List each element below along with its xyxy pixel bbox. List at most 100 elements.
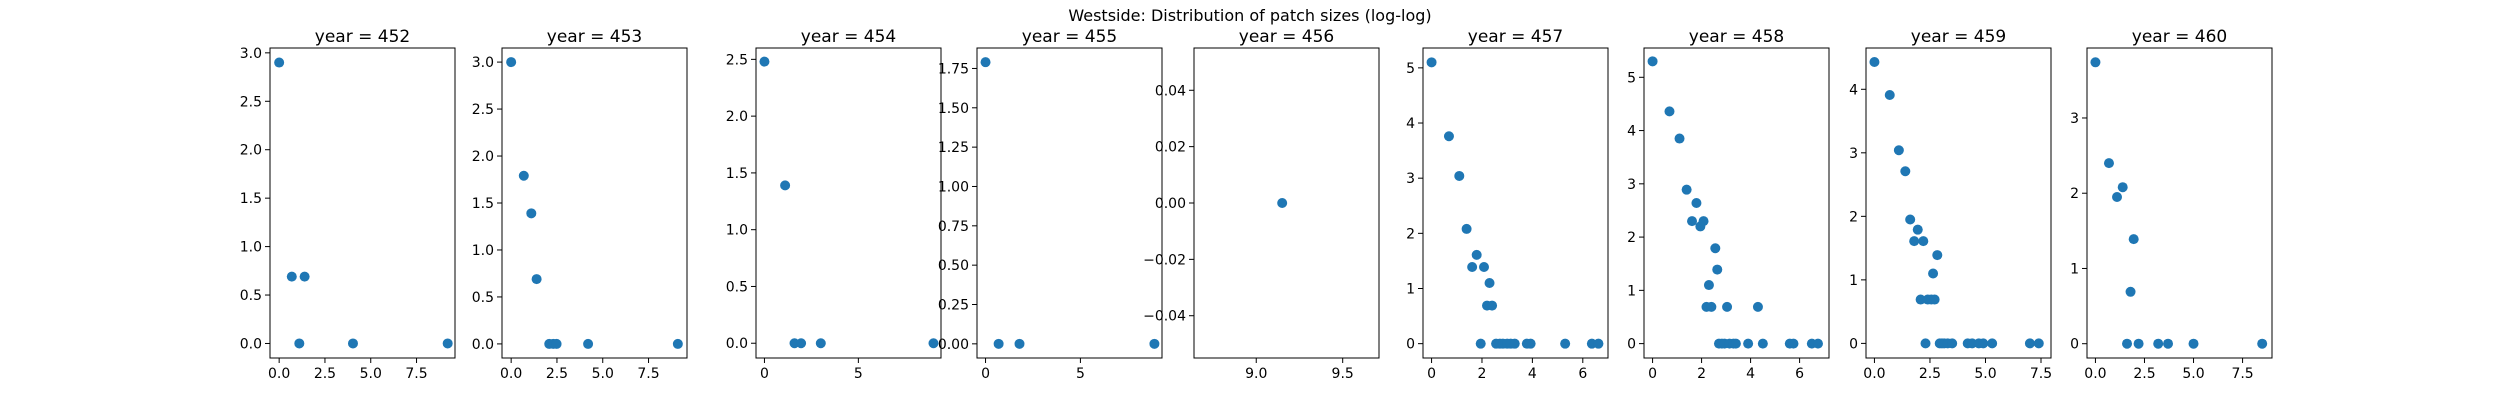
panel-title: year = 455 [1022, 27, 1117, 47]
scatter-point [2090, 57, 2101, 68]
scatter-point [286, 271, 297, 282]
x-tick-label: 0 [981, 366, 990, 382]
x-tick-label: 5.0 [592, 366, 614, 382]
y-tick-label: 2.5 [726, 52, 748, 68]
y-tick-label: 1.75 [938, 61, 969, 77]
y-tick-label: 3 [2070, 111, 2079, 127]
x-tick-label: 7.5 [637, 366, 659, 382]
y-tick-label: 0.0 [240, 336, 262, 352]
scatter-point [1703, 280, 1714, 291]
y-tick-label: 2.5 [240, 94, 262, 110]
y-tick-label: 3 [1849, 146, 1858, 162]
scatter-point [1509, 338, 1520, 349]
x-tick-label: 5 [854, 366, 863, 382]
panel-title: year = 460 [2132, 27, 2227, 47]
scatter-point [1478, 261, 1489, 272]
scatter-point [759, 56, 770, 67]
scatter-point [2103, 158, 2114, 169]
scatter-point [583, 338, 594, 349]
panel-9: year = 460 0.0 2.5 5.0 7.5 0 1 2 3 [2070, 27, 2273, 382]
y-tick-label: 1.0 [240, 240, 262, 256]
axes-frame [755, 47, 942, 359]
scatter-point [1932, 250, 1943, 261]
y-tick-label: 0.02 [1155, 140, 1186, 156]
y-tick-label: 2.0 [240, 143, 262, 159]
y-tick-label: 1 [1406, 281, 1415, 297]
x-tick-label: 0.0 [268, 366, 290, 382]
scatter-point [1454, 170, 1465, 181]
scatter-point [796, 338, 807, 349]
scatter-point [442, 338, 453, 349]
axes-frame [1643, 47, 1830, 359]
scatter-point [1277, 198, 1288, 208]
panel-6: year = 457 0 2 4 6 0 1 2 3 4 5 [1406, 27, 1609, 382]
scatter-point [1647, 56, 1658, 67]
y-tick-label: 3 [1627, 177, 1636, 193]
y-tick-label: 0.5 [240, 288, 262, 304]
scatter-point [1905, 214, 1916, 225]
scatter-point [2033, 338, 2044, 349]
axes-frame [1422, 47, 1609, 359]
y-tick-label: 1.5 [472, 196, 494, 212]
scatter-point [2188, 338, 2199, 349]
scatter-point [1730, 338, 1741, 349]
y-tick-label: 1 [1849, 273, 1858, 289]
scatter-point [1687, 216, 1698, 227]
panel-title: year = 456 [1239, 27, 1334, 47]
panels: year = 452 0.0 2.5 5.0 7.5 0.0 0.5 1.0 1.5 2.0 2.5… [240, 27, 2273, 382]
y-tick-label: 4 [1849, 82, 1858, 98]
x-tick-label: 2 [1478, 366, 1487, 382]
panel-title: year = 459 [1911, 27, 2006, 47]
scatter-point [2117, 182, 2128, 193]
panel-title: year = 458 [1689, 27, 1784, 47]
scatter-point [2125, 286, 2136, 297]
x-tick-label: 9.5 [1332, 366, 1354, 382]
y-tick-label: 1.5 [726, 166, 748, 182]
scatter-point [1664, 106, 1675, 117]
y-tick-label: 2.0 [472, 149, 494, 165]
scatter-point [1909, 236, 1920, 247]
axes-frame [2086, 47, 2273, 359]
panel-4: year = 455 0 5 0.00 0.25 0.50 0.75 1.00 1.25 1.50… [938, 27, 1163, 382]
y-tick-label: 0.04 [1155, 83, 1186, 99]
scatter-point [1869, 56, 1880, 67]
y-tick-label: 0.75 [938, 219, 969, 235]
scatter-point [2133, 338, 2144, 349]
y-tick-label: 0.25 [938, 297, 969, 313]
scatter-point [1014, 338, 1025, 349]
x-tick-label: 5.0 [1974, 366, 1996, 382]
x-tick-label: 4 [1746, 366, 1755, 382]
scatter-point [2257, 338, 2268, 349]
x-tick-label: 0 [760, 366, 769, 382]
x-tick-label: 0 [1427, 366, 1436, 382]
scatter-point [1743, 338, 1754, 349]
y-tick-label: 1 [2070, 261, 2079, 277]
scatter-point [1698, 216, 1709, 227]
scatter-point [347, 338, 358, 349]
scatter-point [1487, 300, 1498, 311]
y-tick-label: 4 [1627, 124, 1636, 140]
y-tick-label: 0.5 [472, 290, 494, 306]
y-tick-label: 2 [1849, 209, 1858, 225]
y-tick-label: 2 [1627, 230, 1636, 246]
y-tick-label: 5 [1627, 70, 1636, 86]
scatter-point [2163, 338, 2174, 349]
scatter-point [294, 338, 305, 349]
panel-2: year = 453 0.0 2.5 5.0 7.5 0.0 0.5 1.0 1.5 2.0 2.5… [472, 27, 688, 382]
scatter-point [1691, 198, 1702, 208]
y-tick-label: 1.25 [938, 140, 969, 156]
x-tick-label: 2.5 [546, 366, 568, 382]
axes-frame [501, 47, 688, 359]
x-tick-label: 4 [1528, 366, 1537, 382]
panel-3: year = 454 0 5 0.0 0.5 1.0 1.5 2.0 2.5 [726, 27, 942, 382]
scatter-point [1752, 301, 1763, 312]
panel-title: year = 457 [1468, 27, 1563, 47]
panel-7: year = 458 0 2 4 6 0 1 2 3 4 5 [1627, 27, 1830, 382]
scatter-point [1525, 338, 1536, 349]
scatter-point [1788, 338, 1799, 349]
x-tick-label: 2.5 [1919, 366, 1941, 382]
y-tick-label: 4 [1406, 116, 1415, 132]
axes-frame [976, 47, 1163, 359]
y-tick-label: 1.00 [938, 179, 969, 195]
